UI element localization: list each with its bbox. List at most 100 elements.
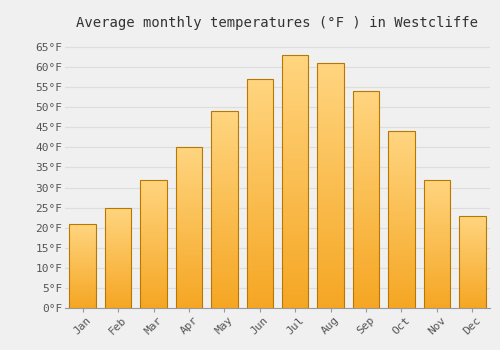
- Bar: [140, 291, 167, 293]
- Bar: [388, 158, 414, 160]
- Bar: [388, 248, 414, 250]
- Bar: [211, 219, 238, 222]
- Bar: [459, 238, 485, 239]
- Bar: [424, 296, 450, 298]
- Bar: [140, 259, 167, 260]
- Bar: [424, 284, 450, 285]
- Bar: [388, 144, 414, 146]
- Bar: [140, 209, 167, 210]
- Bar: [105, 233, 132, 234]
- Bar: [246, 86, 273, 88]
- Bar: [424, 236, 450, 237]
- Bar: [459, 274, 485, 275]
- Bar: [282, 234, 308, 237]
- Bar: [70, 293, 96, 294]
- Bar: [105, 264, 132, 265]
- Bar: [176, 162, 202, 163]
- Bar: [176, 193, 202, 194]
- Bar: [70, 252, 96, 253]
- Bar: [424, 189, 450, 190]
- Bar: [105, 278, 132, 279]
- Bar: [388, 167, 414, 168]
- Bar: [318, 195, 344, 198]
- Bar: [246, 241, 273, 244]
- Bar: [176, 284, 202, 286]
- Bar: [70, 231, 96, 232]
- Bar: [353, 161, 380, 163]
- Bar: [353, 206, 380, 208]
- Bar: [211, 233, 238, 235]
- Bar: [140, 233, 167, 235]
- Bar: [318, 139, 344, 141]
- Bar: [246, 150, 273, 152]
- Bar: [318, 75, 344, 78]
- Bar: [424, 240, 450, 241]
- Bar: [424, 300, 450, 302]
- Bar: [70, 226, 96, 227]
- Bar: [282, 118, 308, 121]
- Bar: [459, 273, 485, 274]
- Bar: [246, 269, 273, 271]
- Bar: [388, 181, 414, 183]
- Bar: [211, 168, 238, 170]
- Bar: [70, 275, 96, 276]
- Bar: [105, 237, 132, 238]
- Bar: [318, 132, 344, 134]
- Bar: [353, 286, 380, 288]
- Bar: [105, 253, 132, 254]
- Bar: [424, 250, 450, 251]
- Bar: [282, 179, 308, 182]
- Bar: [318, 261, 344, 264]
- Bar: [424, 180, 450, 308]
- Bar: [70, 298, 96, 299]
- Bar: [318, 220, 344, 222]
- Bar: [318, 183, 344, 186]
- Bar: [176, 274, 202, 276]
- Bar: [459, 227, 485, 228]
- Bar: [282, 149, 308, 151]
- Bar: [211, 243, 238, 245]
- Bar: [353, 215, 380, 217]
- Bar: [105, 260, 132, 261]
- Bar: [176, 147, 202, 149]
- Bar: [459, 300, 485, 301]
- Bar: [388, 218, 414, 220]
- Bar: [105, 211, 132, 212]
- Bar: [282, 164, 308, 166]
- Bar: [176, 189, 202, 191]
- Bar: [105, 300, 132, 301]
- Bar: [318, 88, 344, 90]
- Bar: [353, 167, 380, 169]
- Bar: [246, 148, 273, 150]
- Bar: [353, 128, 380, 130]
- Bar: [388, 278, 414, 280]
- Bar: [176, 221, 202, 223]
- Bar: [140, 228, 167, 230]
- Bar: [318, 100, 344, 102]
- Bar: [282, 283, 308, 285]
- Bar: [105, 284, 132, 285]
- Bar: [211, 286, 238, 288]
- Bar: [318, 136, 344, 139]
- Bar: [424, 214, 450, 216]
- Bar: [388, 190, 414, 191]
- Bar: [459, 241, 485, 243]
- Bar: [105, 234, 132, 235]
- Bar: [211, 145, 238, 147]
- Bar: [353, 271, 380, 273]
- Bar: [211, 273, 238, 274]
- Bar: [70, 233, 96, 234]
- Bar: [282, 257, 308, 260]
- Bar: [105, 259, 132, 260]
- Bar: [211, 192, 238, 194]
- Bar: [282, 225, 308, 227]
- Bar: [424, 197, 450, 199]
- Bar: [246, 205, 273, 207]
- Bar: [140, 290, 167, 291]
- Bar: [424, 185, 450, 186]
- Bar: [353, 174, 380, 176]
- Bar: [318, 259, 344, 261]
- Bar: [318, 171, 344, 173]
- Bar: [140, 268, 167, 270]
- Bar: [424, 182, 450, 183]
